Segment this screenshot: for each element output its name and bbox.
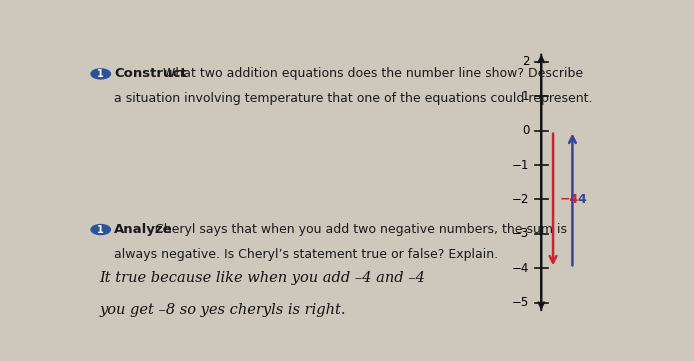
Text: −4: −4	[560, 193, 579, 206]
Text: always negative. Is Cheryl’s statement true or false? Explain.: always negative. Is Cheryl’s statement t…	[115, 248, 498, 261]
Text: −3: −3	[512, 227, 530, 240]
Circle shape	[91, 69, 110, 79]
Text: 1: 1	[97, 225, 104, 235]
Text: What two addition equations does the number line show? Describe: What two addition equations does the num…	[159, 68, 583, 81]
Text: Construct: Construct	[115, 68, 187, 81]
Text: Analyze: Analyze	[115, 223, 173, 236]
Text: It true because like when you add –4 and –4: It true because like when you add –4 and…	[99, 271, 425, 285]
Text: you get –8 so yes cheryls is right.: you get –8 so yes cheryls is right.	[99, 303, 346, 317]
Text: 0: 0	[522, 124, 530, 137]
Text: −4: −4	[512, 262, 530, 275]
Circle shape	[91, 225, 110, 235]
Text: 4: 4	[578, 193, 586, 206]
Text: −5: −5	[512, 296, 530, 309]
Text: 1: 1	[522, 90, 530, 103]
Text: a situation involving temperature that one of the equations could represent.: a situation involving temperature that o…	[115, 92, 593, 105]
Text: 2: 2	[522, 56, 530, 69]
Text: −2: −2	[512, 193, 530, 206]
Text: 1: 1	[97, 69, 104, 79]
Text: Cheryl says that when you add two negative numbers, the sum is: Cheryl says that when you add two negati…	[151, 223, 567, 236]
Text: −1: −1	[512, 158, 530, 171]
